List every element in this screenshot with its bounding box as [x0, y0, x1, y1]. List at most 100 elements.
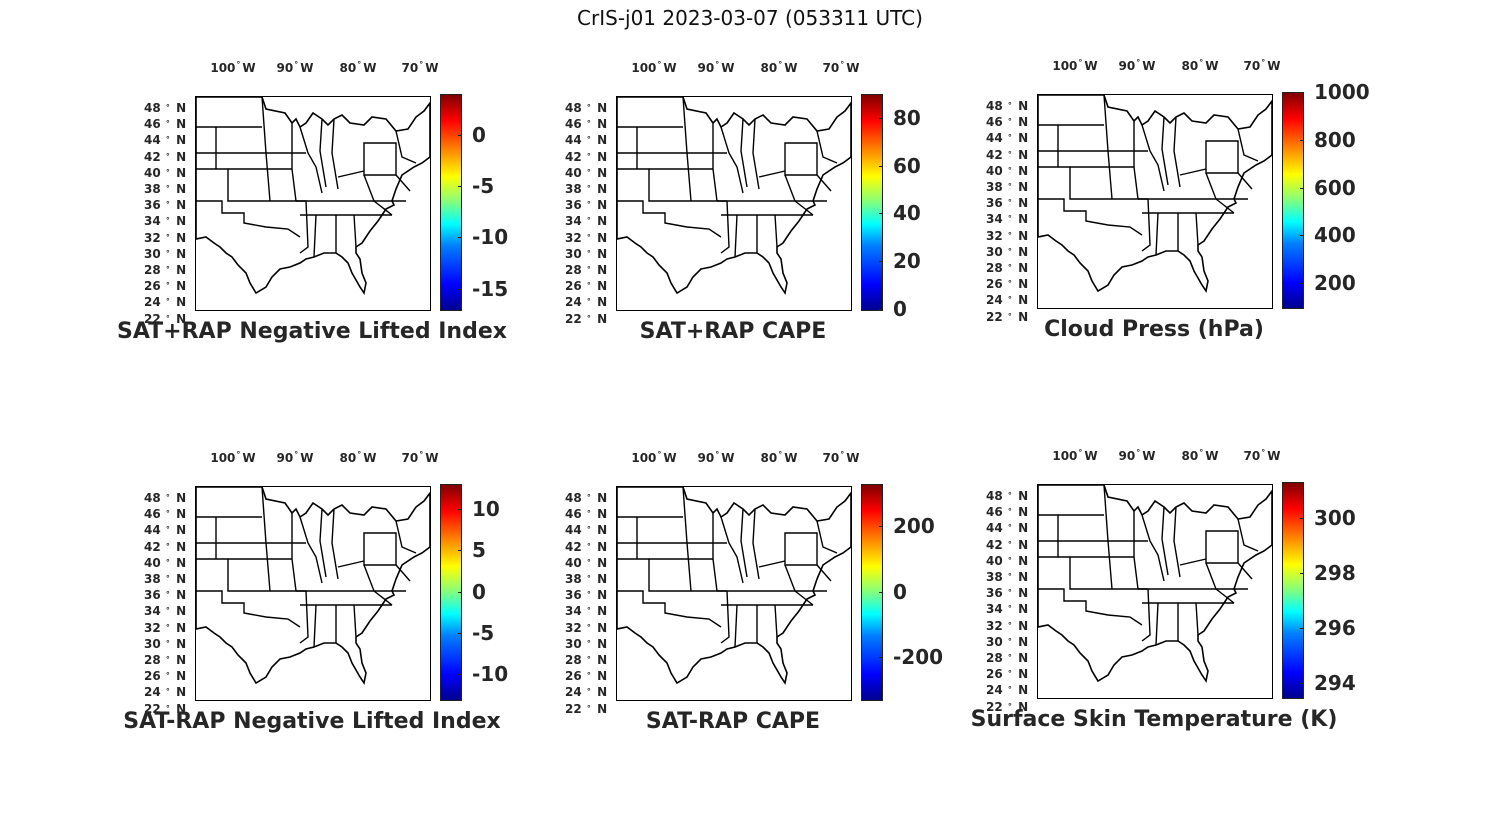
- hemisphere-letter: N: [1013, 99, 1029, 113]
- latitude-tick-label: 38 ° N: [565, 183, 607, 195]
- longitude-value: 100: [210, 61, 236, 75]
- latitude-value: 40: [144, 165, 165, 180]
- hemisphere-letter: W: [242, 61, 256, 75]
- latitude-value: 26: [565, 669, 586, 684]
- state-boundary: [319, 118, 327, 188]
- latitude-tick-label: 22 ° N: [565, 703, 607, 715]
- hemisphere-letter: W: [1205, 449, 1219, 463]
- degree-symbol: °: [715, 60, 720, 69]
- state-boundary: [299, 590, 309, 644]
- map-panel-6: 100° W 90° W 80° W 70° W 48 ° N 46 ° N 44 ° N 42 ° …: [942, 448, 1412, 748]
- latitude-tick-label: 40 ° N: [565, 167, 607, 179]
- hemisphere-letter: N: [1013, 505, 1029, 520]
- degree-symbol: °: [1007, 133, 1012, 143]
- state-boundary: [299, 516, 323, 584]
- map-frame: [616, 96, 852, 311]
- longitude-tick-label: 100° W: [210, 450, 255, 465]
- hemisphere-letter: N: [592, 685, 608, 700]
- state-boundary: [712, 513, 718, 592]
- state-boundary: [1205, 530, 1239, 564]
- colorbar-tick-mark: [1300, 517, 1304, 519]
- state-boundary: [363, 142, 397, 176]
- latitude-tick-label: 24 ° N: [986, 294, 1028, 306]
- latitude-value: 22: [565, 311, 586, 326]
- latitude-tick-label: 26 ° N: [986, 668, 1028, 680]
- longitude-value: 90: [1118, 59, 1136, 73]
- latitude-tick-label: 32 ° N: [565, 622, 607, 634]
- colorbar-tick-label: 60: [893, 153, 921, 178]
- latitude-tick-label: 40 ° N: [144, 557, 186, 569]
- latitude-value: 24: [144, 295, 165, 310]
- latitude-tick-label: 32 ° N: [986, 620, 1028, 632]
- longitude-tick-label: 70° W: [1244, 448, 1281, 463]
- hemisphere-letter: N: [1013, 228, 1029, 243]
- degree-symbol: °: [165, 525, 170, 535]
- longitude-tick-label: 80° W: [340, 60, 377, 75]
- colorbar-tick-label: 10: [472, 496, 500, 521]
- latitude-tick-label: 26 ° N: [986, 278, 1028, 290]
- degree-symbol: °: [165, 687, 170, 697]
- hemisphere-letter: W: [300, 61, 314, 75]
- longitude-value: 100: [631, 61, 657, 75]
- coastline: [617, 97, 851, 296]
- latitude-tick-label: 34 ° N: [144, 605, 186, 617]
- hemisphere-letter: N: [1013, 553, 1029, 568]
- latitude-value: 34: [144, 604, 165, 619]
- hemisphere-letter: N: [1013, 618, 1029, 633]
- latitude-value: 40: [565, 555, 586, 570]
- latitude-value: 44: [986, 521, 1007, 536]
- degree-symbol: °: [1007, 572, 1012, 581]
- degree-symbol: °: [236, 450, 241, 459]
- state-boundary: [299, 126, 323, 194]
- latitude-tick-label: 40 ° N: [144, 167, 186, 179]
- hemisphere-letter: N: [1013, 309, 1029, 324]
- longitude-value: 100: [1052, 449, 1078, 463]
- colorbar-tick-mark: [879, 165, 883, 167]
- degree-symbol: °: [165, 655, 170, 664]
- degree-symbol: °: [586, 248, 591, 258]
- longitude-tick-label: 80° W: [761, 450, 798, 465]
- latitude-value: 48: [986, 489, 1007, 503]
- state-boundary: [313, 214, 317, 258]
- longitude-value: 80: [1181, 59, 1199, 73]
- latitude-tick-label: 34 ° N: [144, 215, 186, 227]
- hemisphere-letter: N: [1013, 634, 1029, 649]
- degree-symbol: °: [165, 135, 170, 145]
- latitude-value: 46: [144, 117, 165, 132]
- degree-symbol: °: [165, 703, 170, 713]
- latitude-tick-label: 32 ° N: [986, 230, 1028, 242]
- latitude-tick-label: 48 ° N: [144, 492, 186, 504]
- state-boundary: [686, 152, 692, 202]
- longitude-value: 70: [1243, 59, 1261, 73]
- state-boundary: [794, 200, 814, 216]
- map-panel-5: 100° W 90° W 80° W 70° W 48 ° N 46 ° N 44 ° N 42 ° …: [521, 450, 991, 750]
- state-boundary: [1038, 198, 1143, 236]
- state-boundary: [686, 542, 692, 592]
- state-boundary: [261, 487, 267, 544]
- colorbar-tick-label: 400: [1314, 223, 1356, 248]
- latitude-tick-label: 46 ° N: [986, 506, 1028, 518]
- state-boundary: [1141, 198, 1151, 252]
- latitude-tick-label: 30 ° N: [986, 246, 1028, 258]
- degree-symbol: °: [165, 557, 170, 567]
- state-boundary: [1237, 172, 1253, 190]
- hemisphere-letter: N: [1013, 115, 1029, 130]
- colorbar-tick-label: 1000: [1314, 80, 1370, 104]
- degree-symbol: °: [165, 200, 170, 210]
- hemisphere-letter: N: [592, 701, 608, 716]
- latitude-tick-label: 28 ° N: [986, 652, 1028, 664]
- degree-symbol: °: [657, 450, 662, 459]
- degree-symbol: °: [165, 281, 170, 291]
- longitude-tick-label: 80° W: [1182, 58, 1219, 73]
- state-boundary: [1038, 556, 1148, 590]
- coastline: [196, 487, 430, 686]
- degree-symbol: °: [294, 450, 299, 459]
- state-boundary: [265, 542, 271, 592]
- latitude-value: 42: [144, 539, 165, 554]
- degree-symbol: °: [165, 297, 170, 307]
- colorbar: [440, 484, 462, 701]
- state-boundary: [734, 214, 738, 258]
- longitude-value: 80: [339, 61, 357, 75]
- us-map-outline: [1038, 485, 1272, 684]
- longitude-value: 80: [1181, 449, 1199, 463]
